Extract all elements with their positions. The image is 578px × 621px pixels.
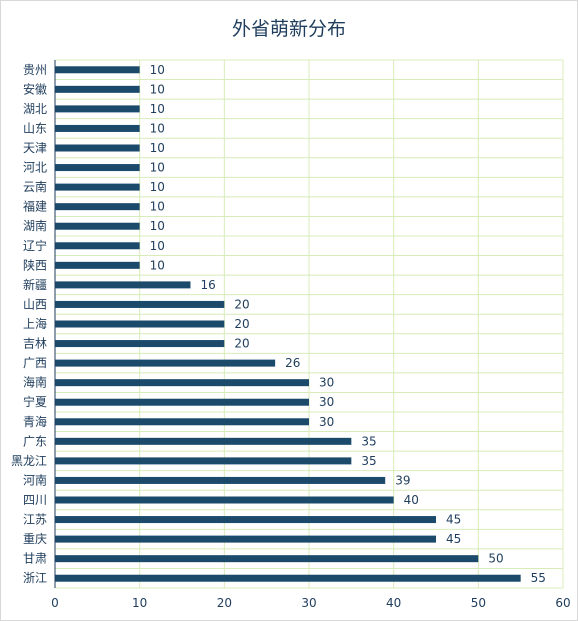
bar-4 — [55, 124, 140, 132]
category-label: 宁夏 — [23, 394, 47, 409]
category-label: 海南 — [23, 375, 47, 390]
chart-title: 外省萌新分布 — [231, 18, 346, 40]
bar-1 — [55, 66, 140, 74]
category-label: 浙江 — [23, 571, 47, 585]
category-label: 湖南 — [23, 218, 47, 233]
category-label: 山西 — [23, 297, 47, 311]
bar-12 — [55, 281, 191, 289]
bar-22 — [55, 476, 386, 484]
x-tick-label: 30 — [301, 596, 316, 610]
category-label: 云南 — [23, 179, 47, 194]
category-label: 安徽 — [23, 81, 47, 96]
value-label: 45 — [446, 513, 461, 527]
value-label: 10 — [150, 180, 165, 194]
bar-27 — [55, 574, 521, 582]
category-label: 广东 — [23, 434, 47, 448]
value-label: 30 — [319, 376, 334, 390]
bar-3 — [55, 105, 140, 113]
x-tick-label: 60 — [555, 596, 570, 610]
x-tick-label: 50 — [471, 596, 486, 610]
category-label: 四川 — [23, 493, 47, 507]
value-label: 45 — [446, 532, 461, 546]
bar-15 — [55, 340, 225, 348]
value-label: 10 — [150, 161, 165, 175]
category-label: 贵州 — [23, 63, 47, 77]
bar-26 — [55, 555, 479, 563]
value-label: 10 — [150, 200, 165, 214]
value-label: 35 — [361, 454, 376, 468]
category-label: 青海 — [23, 414, 47, 429]
value-label: 16 — [200, 278, 215, 292]
value-label: 10 — [150, 258, 165, 272]
axis-layer: 贵州 10 安徽 10 湖北 10 山东 10 天津 10 河北 10 云南 10 福建 10 湖南 10 辽宁 10… — [11, 60, 571, 610]
value-label: 50 — [488, 552, 503, 566]
bar-18 — [55, 398, 309, 406]
x-tick-label: 0 — [51, 596, 59, 610]
value-label: 20 — [234, 317, 249, 331]
category-label: 黑龙江 — [11, 454, 47, 468]
category-label: 甘肃 — [23, 552, 47, 566]
category-label: 上海 — [23, 316, 47, 331]
x-tick-label: 10 — [132, 596, 147, 610]
bar-13 — [55, 300, 225, 308]
value-label: 40 — [404, 493, 419, 507]
bar-14 — [55, 320, 225, 328]
category-label: 辽宁 — [23, 238, 47, 253]
value-label: 55 — [531, 571, 546, 585]
value-label: 10 — [150, 82, 165, 96]
bar-11 — [55, 261, 140, 269]
bar-25 — [55, 535, 436, 543]
category-label: 重庆 — [23, 532, 47, 546]
value-label: 30 — [319, 395, 334, 409]
bar-5 — [55, 144, 140, 152]
value-label: 35 — [361, 434, 376, 448]
category-label: 新疆 — [23, 277, 47, 292]
value-label: 20 — [234, 337, 249, 351]
category-label: 河南 — [23, 472, 47, 487]
bar-9 — [55, 222, 140, 230]
bar-6 — [55, 164, 140, 172]
category-label: 陕西 — [23, 257, 47, 272]
value-label: 39 — [395, 473, 410, 487]
bar-24 — [55, 516, 436, 524]
bar-layer — [55, 66, 521, 582]
bar-20 — [55, 437, 352, 445]
category-label: 湖北 — [23, 101, 47, 116]
bar-23 — [55, 496, 394, 504]
bar-21 — [55, 457, 352, 465]
category-label: 山东 — [23, 121, 47, 135]
value-label: 10 — [150, 63, 165, 77]
bar-2 — [55, 85, 140, 93]
value-label: 10 — [150, 219, 165, 233]
value-label: 26 — [285, 356, 300, 370]
value-label: 20 — [234, 297, 249, 311]
category-label: 吉林 — [23, 337, 47, 351]
value-label: 10 — [150, 121, 165, 135]
category-label: 江苏 — [23, 513, 47, 527]
category-label: 天津 — [23, 141, 47, 155]
category-label: 福建 — [23, 199, 47, 214]
bar-17 — [55, 379, 309, 387]
value-label: 10 — [150, 239, 165, 253]
bar-16 — [55, 359, 276, 367]
value-label: 10 — [150, 102, 165, 116]
bar-10 — [55, 242, 140, 250]
category-label: 河北 — [23, 161, 47, 175]
bar-7 — [55, 183, 140, 191]
category-label: 广西 — [23, 356, 47, 370]
bar-19 — [55, 418, 309, 426]
value-label: 30 — [319, 415, 334, 429]
x-tick-label: 20 — [217, 596, 232, 610]
x-tick-label: 40 — [386, 596, 401, 610]
value-label: 10 — [150, 141, 165, 155]
bar-8 — [55, 203, 140, 211]
